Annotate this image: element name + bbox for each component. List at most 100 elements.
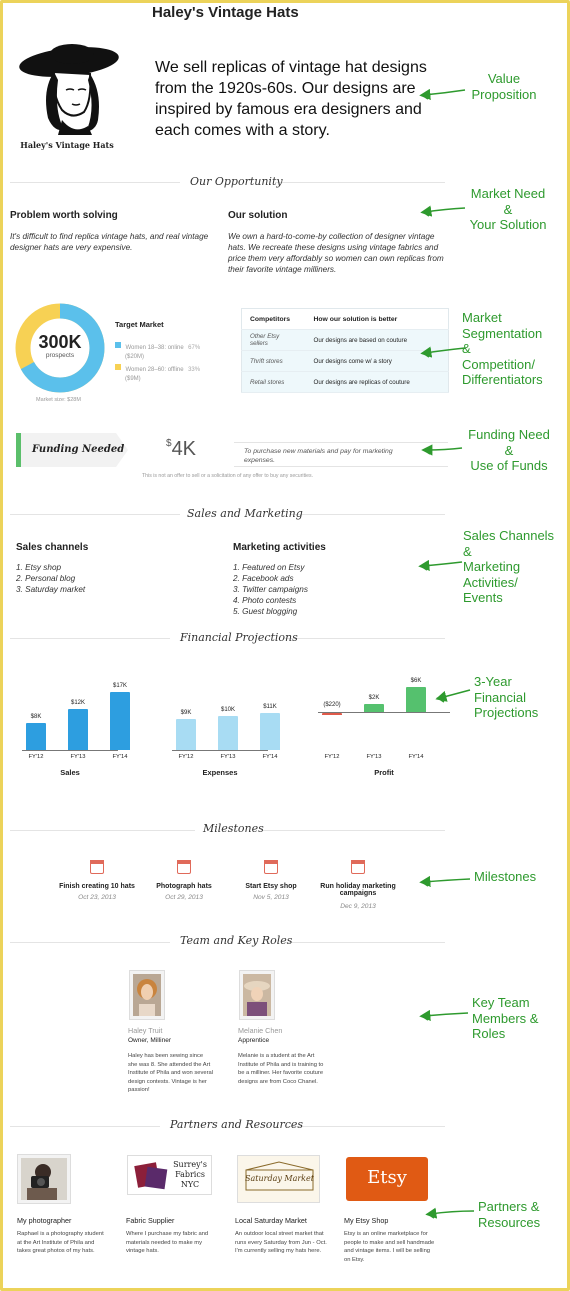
segment-online: Women 18–38: online 67% ($20M) (115, 336, 225, 360)
chart-expenses: $9K FY'12 $10K FY'13 $11K FY'14 Expenses (172, 670, 292, 780)
team-photo-haley (130, 971, 164, 1019)
data-label: $10K (220, 707, 235, 713)
sales-channel-item: 2. Personal blog (16, 574, 76, 583)
chart-profit: ($220) FY'12 $2K FY'13 $6K FY'14 Profit (318, 670, 450, 780)
annotation-market-need: Market Need & Your Solution (469, 186, 547, 232)
sales-channel-item: 3. Saturday market (16, 585, 86, 594)
data-label: $17K (112, 683, 127, 690)
target-market-donut: 300K prospects (14, 302, 106, 394)
calendar-icon (350, 859, 365, 874)
logo: Haley's Vintage Hats (14, 40, 120, 152)
funding-banner: Funding Needed (16, 433, 128, 467)
partner-desc: Where I purchase my fabric and materials… (126, 1231, 209, 1255)
team-member-role: Apprentice (238, 1037, 270, 1044)
chart-axis-line (318, 712, 450, 713)
milestone-title: Start Etsy shop (245, 883, 297, 890)
funding-use: To purchase new materials and pay for ma… (244, 448, 393, 464)
saturday-market-logo: Saturday Market (237, 1155, 320, 1203)
marketing-activity-item: 4. Photo contests (233, 596, 297, 605)
chart-axis-line (172, 750, 268, 751)
table-row: Thrift stores Our designs come w/ a story (241, 350, 449, 372)
data-label: $6K (410, 677, 422, 684)
milestone-title: Finish creating 10 hats (59, 883, 135, 890)
annotation-segmentation: Market Segmentation & Competition/ Diffe… (462, 310, 543, 387)
chart-title: Profit (374, 768, 394, 777)
partner-name: Local Saturday Market (235, 1216, 307, 1225)
partners-heading: Partners and Resources (170, 1118, 304, 1131)
team-member-bio: Haley has been sewing since she was 8. S… (128, 1053, 214, 1094)
team-photo-melanie (240, 971, 274, 1019)
bar (260, 712, 280, 750)
value-proposition: We sell replicas of vintage hat designs … (155, 59, 427, 139)
data-label: ($220) (323, 702, 341, 708)
data-label: $12K (70, 700, 85, 707)
better-col-header: How our solution is better (305, 308, 449, 330)
milestone-date: Dec 9, 2013 (340, 903, 376, 910)
sales-marketing-heading: Sales and Marketing (187, 507, 303, 520)
logo-caption: Haley's Vintage Hats (20, 140, 114, 150)
team-member-name: Haley Truit (128, 1026, 163, 1035)
team-member-role: Owner, Milliner (128, 1037, 171, 1044)
bar (110, 692, 130, 750)
marketing-activity-item: 1. Featured on Etsy (233, 563, 305, 572)
chart-title: Expenses (202, 768, 238, 777)
annotation-team: Key Team Members & Roles (472, 995, 539, 1041)
annotation-funding: Funding Need & Use of Funds (468, 427, 550, 473)
donut-value: 300K (38, 332, 82, 352)
opportunity-heading: Our Opportunity (190, 175, 283, 188)
annotation-sales: Sales Channels & Marketing Activities/ E… (463, 528, 555, 605)
chart-sales: $8K FY'12 $12K FY'13 $17K FY'14 Sales (22, 670, 142, 780)
data-label: $11K (263, 703, 277, 710)
calendar-icon (263, 859, 278, 874)
team-heading: Team and Key Roles (180, 934, 293, 947)
partner-desc: Etsy is an online marketplace for people… (344, 1231, 435, 1263)
solution-title: Our solution (228, 210, 288, 221)
bar (176, 719, 196, 750)
annotation-partners: Partners & Resources (478, 1199, 541, 1230)
tick-label: FY'14 (408, 754, 424, 760)
financial-charts: $8K FY'12 $12K FY'13 $17K FY'14 Sales $9K FY'12 $… (0, 670, 450, 780)
funding-amount: $4K (166, 438, 197, 460)
competitor-col-header: Competitors (241, 308, 306, 330)
market-size: Market size: $28M (36, 397, 81, 403)
team-member-name: Melanie Chen (238, 1026, 283, 1035)
partner-name: My photographer (17, 1216, 72, 1225)
partner-name: My Etsy Shop (344, 1216, 389, 1225)
problem-text: It's difficult to find replica vintage h… (10, 232, 209, 252)
etsy-logo: Etsy (346, 1157, 428, 1201)
milestone-title: Photograph hats (156, 883, 212, 890)
tick-label: FY'13 (366, 754, 382, 760)
hat-woman-logo-icon (19, 44, 119, 135)
bar (322, 713, 342, 715)
marketing-activity-item: 3. Twitter campaigns (233, 585, 308, 594)
tick-label: FY'14 (262, 754, 278, 760)
donut-label: prospects (45, 352, 75, 359)
bar (26, 722, 46, 750)
donut-online-segment (15, 303, 105, 393)
data-label: $8K (30, 713, 42, 720)
chart-title: Sales (60, 768, 80, 777)
sales-channels-title: Sales channels (16, 542, 89, 553)
bar (218, 716, 238, 750)
calendar-icon (89, 859, 104, 874)
milestones-heading: Milestones (203, 822, 264, 835)
table-row: Other Etsy sellers Our designs are based … (241, 329, 449, 351)
fabric-supplier-logo: Surrey's Fabrics NYC (127, 1155, 212, 1195)
tick-label: FY'12 (178, 754, 194, 760)
page-title: Haley's Vintage Hats (152, 4, 299, 21)
annotation-value-proposition: Value Proposition (471, 71, 537, 102)
bar (406, 686, 426, 712)
segment-offline: Women 28–60: offline 33% ($9M) (115, 358, 225, 382)
funding-label: Funding Needed (32, 444, 125, 455)
tick-label: FY'13 (70, 754, 86, 760)
tick-label: FY'14 (112, 754, 128, 760)
tick-label: FY'12 (324, 754, 340, 760)
data-label: $9K (180, 710, 192, 717)
table-row: Retail stores Our designs are replicas of… (241, 371, 449, 393)
bar (68, 709, 88, 750)
financial-heading: Financial Projections (180, 631, 298, 644)
sales-channel-item: 1. Etsy shop (16, 563, 62, 572)
tick-label: FY'13 (220, 754, 236, 760)
bar (364, 703, 384, 712)
funding-disclaimer: This is not an offer to sell or a solici… (142, 473, 314, 479)
